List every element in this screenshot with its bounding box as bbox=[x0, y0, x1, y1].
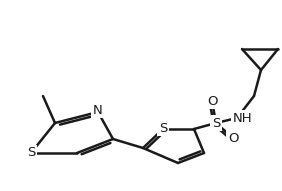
Text: S: S bbox=[159, 121, 167, 134]
Text: O: O bbox=[228, 131, 238, 145]
Text: N: N bbox=[93, 104, 103, 117]
Text: S: S bbox=[212, 117, 220, 129]
Text: O: O bbox=[207, 95, 217, 108]
Text: S: S bbox=[27, 146, 35, 159]
Text: NH: NH bbox=[233, 112, 253, 125]
